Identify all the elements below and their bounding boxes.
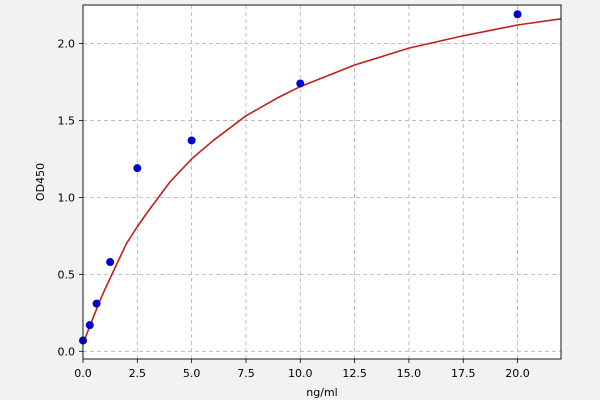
x-tick-label: 10.0: [288, 367, 313, 380]
x-tick-label: 0.0: [74, 367, 92, 380]
x-tick-label: 7.5: [237, 367, 255, 380]
data-point: [85, 321, 94, 330]
data-point: [133, 164, 142, 173]
data-point: [513, 10, 522, 19]
y-axis-label: OD450: [34, 163, 47, 201]
fit-curve-line: [82, 18, 562, 344]
x-tick-label: 12.5: [342, 367, 367, 380]
data-point: [106, 258, 115, 267]
x-tick-label: 15.0: [397, 367, 422, 380]
y-tick-label: 1.0: [58, 191, 76, 204]
x-axis-ticks: 0.0 2.5 5.0 7.5 10.0 12.5 15.0 17.5 20.0: [74, 359, 530, 380]
x-axis-label: ng/ml: [306, 386, 337, 399]
x-tick-label: 17.5: [451, 367, 476, 380]
grid-lines: [82, 5, 561, 359]
y-tick-label: 2.0: [58, 37, 76, 50]
plot-frame: [82, 4, 562, 360]
y-tick-label: 0.0: [58, 345, 76, 358]
plot-area-background: [83, 5, 561, 359]
y-tick-label: 1.5: [58, 114, 76, 127]
x-tick-label: 2.5: [129, 367, 147, 380]
data-point: [92, 299, 101, 308]
x-tick-label: 5.0: [183, 367, 201, 380]
data-point: [296, 79, 305, 88]
data-point: [187, 136, 196, 145]
y-tick-label: 0.5: [58, 268, 76, 281]
y-axis-ticks: 0.0 0.5 1.0 1.5 2.0: [58, 37, 83, 358]
fit-curve-layer: [82, 18, 562, 344]
x-tick-label: 20.0: [505, 367, 530, 380]
